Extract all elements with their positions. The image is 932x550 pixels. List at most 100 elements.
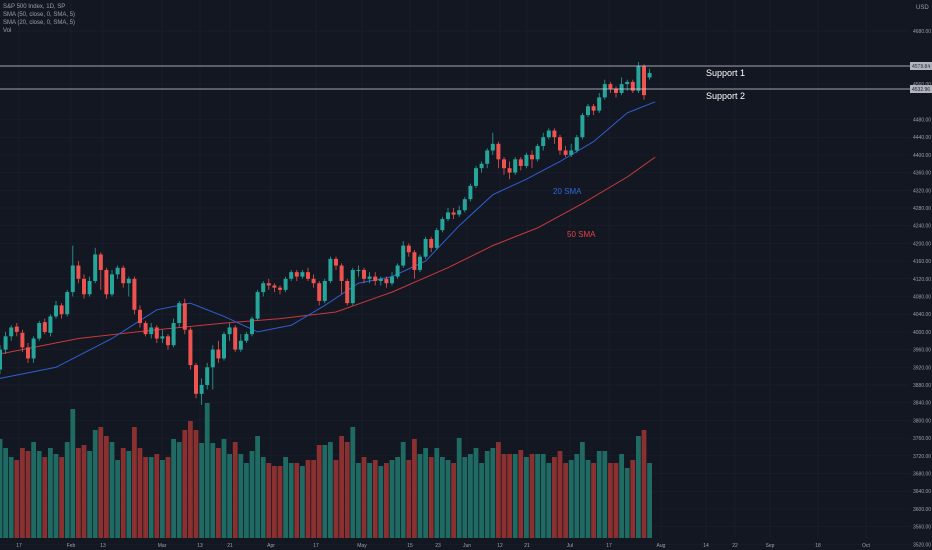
candle-body <box>160 336 165 339</box>
candle-body <box>440 219 445 231</box>
candle-body <box>31 338 36 359</box>
candle-body <box>608 84 613 89</box>
volume-bar <box>339 436 344 538</box>
volume-bar <box>288 463 294 538</box>
indicator-sma20[interactable]: SMA (20, close, 0, SMA, 5) <box>3 20 76 26</box>
volume-bar <box>70 409 76 538</box>
price-tick-label: 3920.00 <box>913 365 931 371</box>
volume-bar <box>501 454 507 538</box>
time-tick-label: Mar <box>158 543 167 549</box>
volume-bar <box>636 436 641 538</box>
candle-body <box>199 385 204 394</box>
volume-bar <box>630 460 636 538</box>
price-tick-label: 3600.00 <box>913 507 931 513</box>
candle-body <box>171 323 176 346</box>
volume-bar <box>53 454 59 538</box>
volume-bar <box>104 436 109 538</box>
candle-body <box>166 336 170 346</box>
volume-bar <box>232 442 238 538</box>
candle-body <box>87 281 92 295</box>
volume-bar <box>462 457 468 538</box>
price-tick-label: 4480.00 <box>913 118 931 124</box>
price-tick-label: 3760.00 <box>913 436 931 442</box>
candle-body <box>70 265 75 293</box>
volume-bar <box>3 448 8 538</box>
support-lines: 4578.84 4532.96 <box>0 62 932 93</box>
price-tick-label: 4160.00 <box>913 259 931 265</box>
volume-bar <box>272 466 277 538</box>
candle-body <box>468 185 473 200</box>
price-tick-label: 4280.00 <box>913 206 931 212</box>
candle-body <box>490 143 495 151</box>
candle-body <box>222 334 226 359</box>
volume-bar <box>199 443 204 538</box>
volume-bar <box>384 463 389 538</box>
candle-body <box>451 212 456 215</box>
volume-bar <box>350 427 356 538</box>
price-tick-label: 4320.00 <box>913 188 931 194</box>
volume-bar <box>333 460 339 538</box>
candle-body <box>283 278 288 290</box>
price-tick-label: 3840.00 <box>913 401 931 407</box>
volume-bar <box>563 463 568 538</box>
candle-body <box>647 73 652 78</box>
volume-bar <box>188 421 193 538</box>
volume-bar <box>440 457 445 538</box>
symbol-line[interactable]: S&P 500 Index, 1D, SP <box>3 4 66 10</box>
time-tick-label: 18 <box>815 543 821 549</box>
candle-body <box>98 254 103 270</box>
volume-bar <box>148 457 154 538</box>
candle-body <box>255 292 260 319</box>
candle-body <box>485 150 490 164</box>
volume-bar <box>244 463 249 538</box>
support-tag <box>910 85 932 93</box>
volume-bar <box>176 442 182 538</box>
candle-body <box>373 276 378 282</box>
volume-bar <box>316 445 322 538</box>
candle-body <box>3 336 8 350</box>
candle-body <box>210 349 215 368</box>
volume-bar <box>64 442 70 538</box>
indicator-sma50[interactable]: SMA (50, close, 0, SMA, 5) <box>3 12 76 18</box>
price-tick-label: 4120.00 <box>913 277 931 283</box>
candle-body <box>272 285 277 288</box>
time-tick-label: 17 <box>16 543 22 549</box>
time-tick-label: 15 <box>407 543 413 549</box>
candle-body <box>378 278 383 282</box>
candle-body <box>401 245 406 266</box>
volume-bar <box>624 468 630 538</box>
candle-body <box>306 272 310 279</box>
volume-bar <box>400 442 406 538</box>
chart-legend: S&P 500 Index, 1D, SP SMA (50, close, 0,… <box>3 3 75 35</box>
candle-body <box>630 81 635 91</box>
support1-label: Support 1 <box>706 68 745 78</box>
volume-bar <box>266 463 272 538</box>
candle-body <box>9 327 14 337</box>
volume-bar <box>120 448 126 538</box>
volume-bar <box>81 445 87 538</box>
indicator-vol[interactable]: Vol <box>3 28 12 34</box>
volume-bar <box>277 466 283 538</box>
volume-bar <box>524 457 529 538</box>
volume-bar <box>479 463 484 538</box>
sma20-path <box>0 101 656 379</box>
volume-bar <box>20 448 25 538</box>
candle-body <box>261 283 266 293</box>
price-tick-label: 4400.00 <box>913 153 931 159</box>
candle-body <box>20 332 25 348</box>
volume-bar <box>227 454 232 538</box>
volume-bar <box>322 445 328 538</box>
time-tick-label: 17 <box>606 543 612 549</box>
candle-body <box>194 365 198 394</box>
volume-bar <box>580 442 585 538</box>
candle-body <box>59 305 64 315</box>
candle-body <box>121 267 126 284</box>
volume-bar <box>490 448 496 538</box>
candle-body <box>552 130 557 138</box>
candle-body <box>434 230 439 248</box>
volume-bar <box>591 463 596 538</box>
candle-body <box>93 254 98 282</box>
candle-body <box>530 154 534 160</box>
